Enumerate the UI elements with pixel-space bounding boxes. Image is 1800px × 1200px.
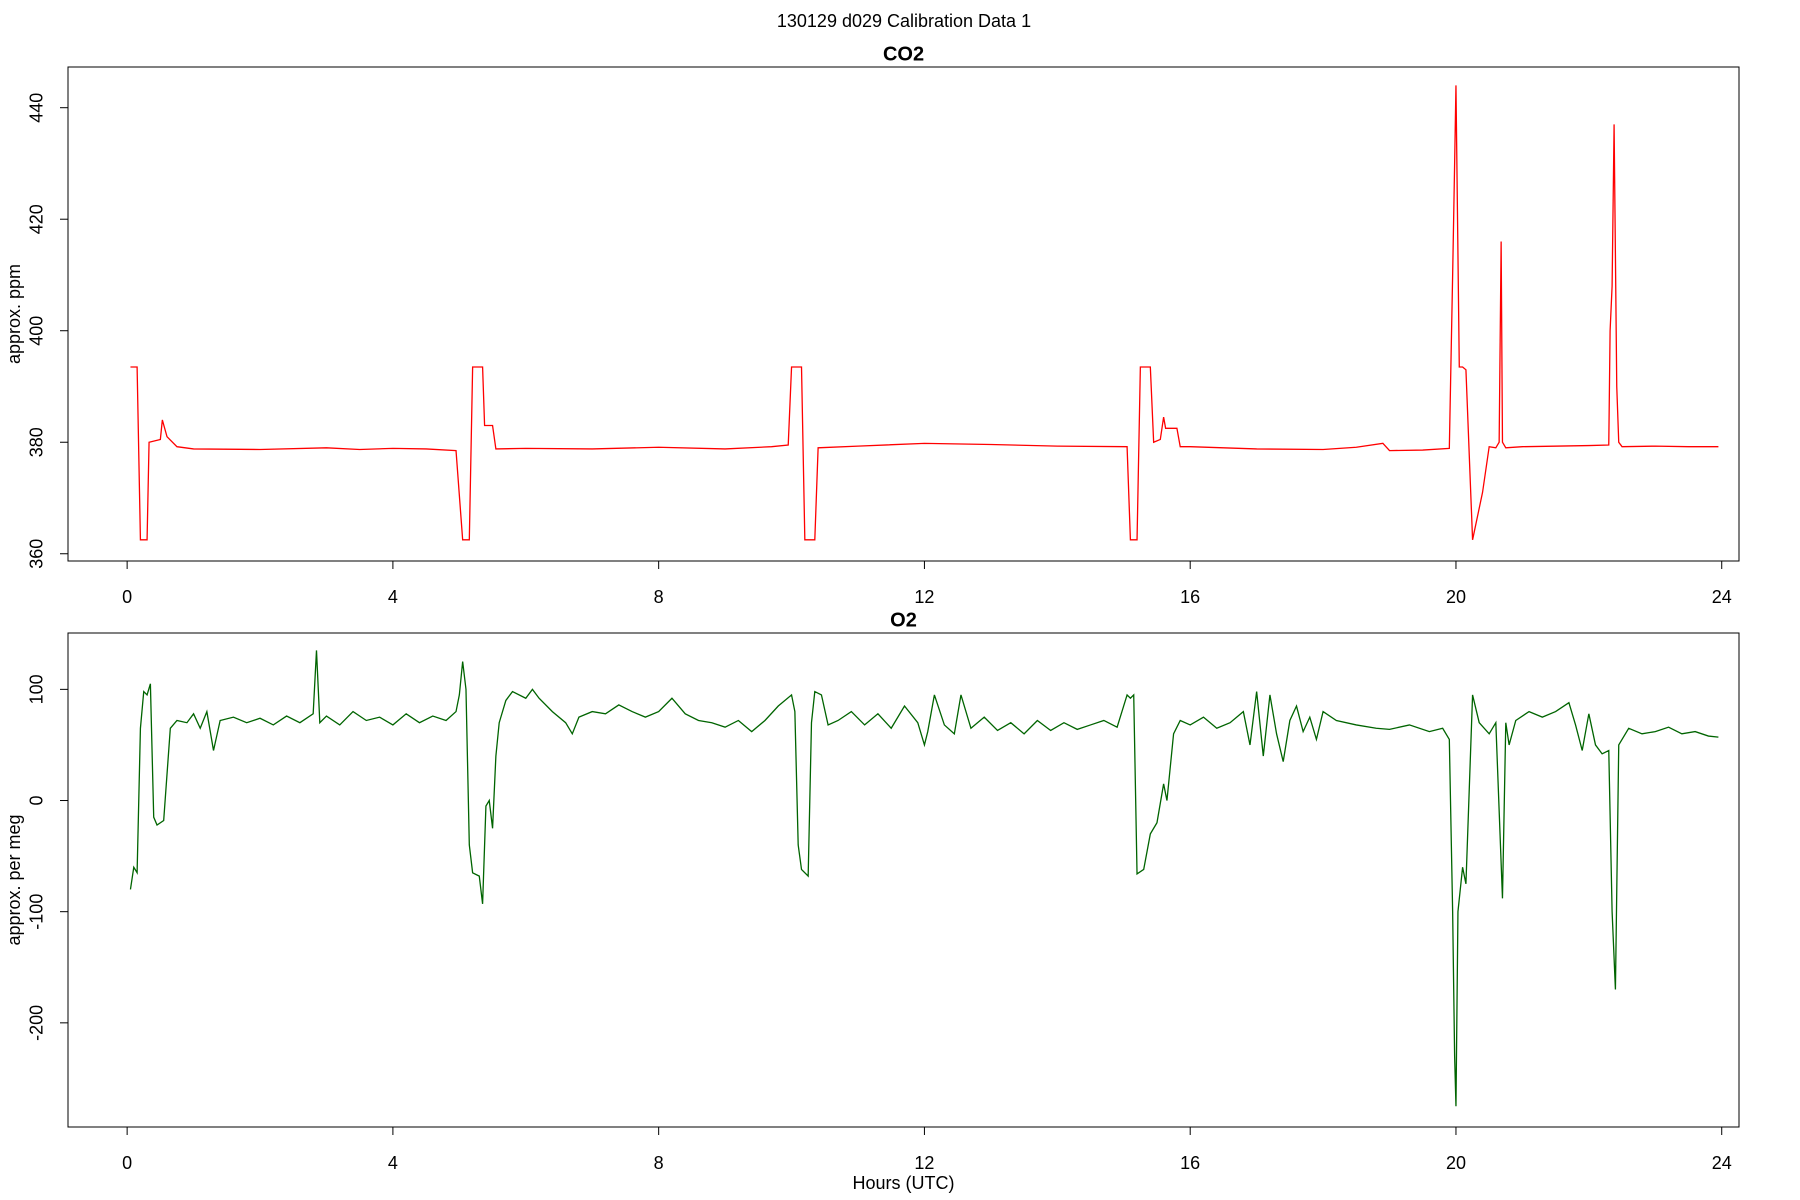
y-tick-label: 420 [27,204,47,234]
x-tick-label: 4 [388,1153,398,1173]
x-axis-label: Hours (UTC) [853,1173,955,1193]
x-tick-label: 4 [388,587,398,607]
x-tick-label: 20 [1446,587,1466,607]
y-tick-label: 440 [27,93,47,123]
x-tick-label: 24 [1712,587,1732,607]
x-tick-label: 8 [654,587,664,607]
panel-title: O2 [890,609,917,631]
y-tick-label: -100 [27,894,47,930]
x-tick-label: 24 [1712,1153,1732,1173]
y-tick-label: 360 [27,539,47,569]
panel-title: CO2 [883,43,924,65]
y-axis-label: approx. per meg [4,814,24,945]
plot-box [67,66,1740,562]
x-tick-label: 20 [1446,1153,1466,1173]
data-line [130,85,1719,541]
x-tick-label: 16 [1180,587,1200,607]
figure-title: 130129 d029 Calibration Data 1 [777,11,1031,31]
y-tick-label: 400 [27,316,47,346]
y-tick-label: -200 [27,1005,47,1041]
x-tick-label: 12 [914,587,934,607]
data-line [129,650,1719,1107]
x-tick-label: 0 [122,587,132,607]
y-axis-label: approx. ppm [4,264,24,364]
y-tick-label: 0 [27,796,47,806]
x-tick-label: 12 [914,1153,934,1173]
x-tick-label: 0 [122,1153,132,1173]
x-tick-label: 16 [1180,1153,1200,1173]
y-tick-label: 100 [27,674,47,704]
x-tick-label: 8 [654,1153,664,1173]
y-tick-label: 380 [27,427,47,457]
